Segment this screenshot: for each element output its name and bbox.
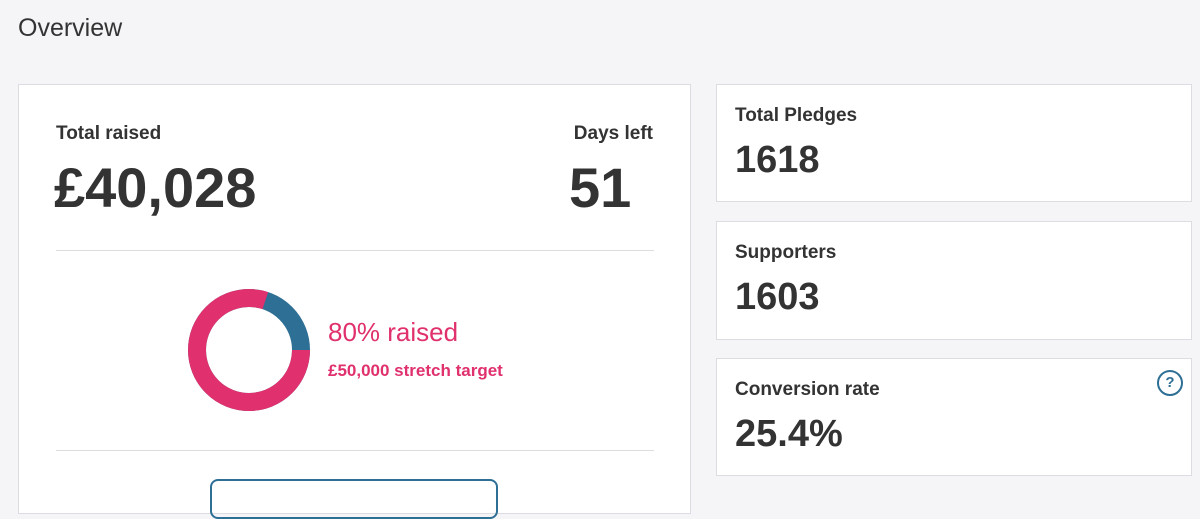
- stat-value: 1618: [735, 139, 820, 181]
- donut-arc: [188, 289, 310, 411]
- stat-value: 1603: [735, 276, 820, 318]
- days-left-label: Days left: [573, 123, 653, 144]
- total-raised-value: £40,028: [54, 156, 257, 219]
- stat-value: 25.4%: [735, 413, 843, 455]
- stat-label: Total Pledges: [735, 105, 858, 126]
- divider: [56, 450, 654, 451]
- stat-label: Conversion rate: [735, 379, 880, 400]
- stat-label: Supporters: [735, 242, 837, 263]
- progress-target: £50,000 stretch target: [328, 361, 503, 380]
- total-raised-label: Total raised: [56, 123, 162, 144]
- progress-donut: [188, 289, 310, 411]
- stat-card: Supporters 1603: [716, 221, 1192, 340]
- page-title: Overview: [18, 14, 123, 42]
- divider: [56, 250, 654, 251]
- progress-label: 80% raised: [328, 317, 459, 347]
- page: Overview Total raised £40,028 Days left …: [18, 14, 1192, 519]
- stat-card: Conversion rate 25.4% ?: [716, 358, 1192, 476]
- stat-card: Total Pledges 1618: [716, 84, 1192, 202]
- help-icon[interactable]: ?: [1157, 370, 1183, 396]
- overview-card: Total raised £40,028 Days left 51 80% ra…: [18, 84, 691, 519]
- days-left-value: 51: [569, 156, 632, 219]
- action-button[interactable]: [210, 479, 498, 519]
